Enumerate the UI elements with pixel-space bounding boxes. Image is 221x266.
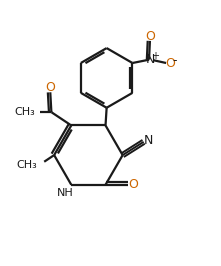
Text: O: O	[45, 81, 55, 94]
Text: O: O	[128, 178, 138, 191]
Text: N: N	[146, 53, 156, 66]
Text: -: -	[172, 54, 177, 67]
Text: +: +	[151, 51, 159, 61]
Text: CH₃: CH₃	[17, 160, 38, 170]
Text: N: N	[144, 134, 153, 147]
Text: NH: NH	[57, 188, 74, 197]
Text: CH₃: CH₃	[14, 107, 35, 117]
Text: O: O	[165, 56, 175, 69]
Text: O: O	[145, 30, 155, 43]
